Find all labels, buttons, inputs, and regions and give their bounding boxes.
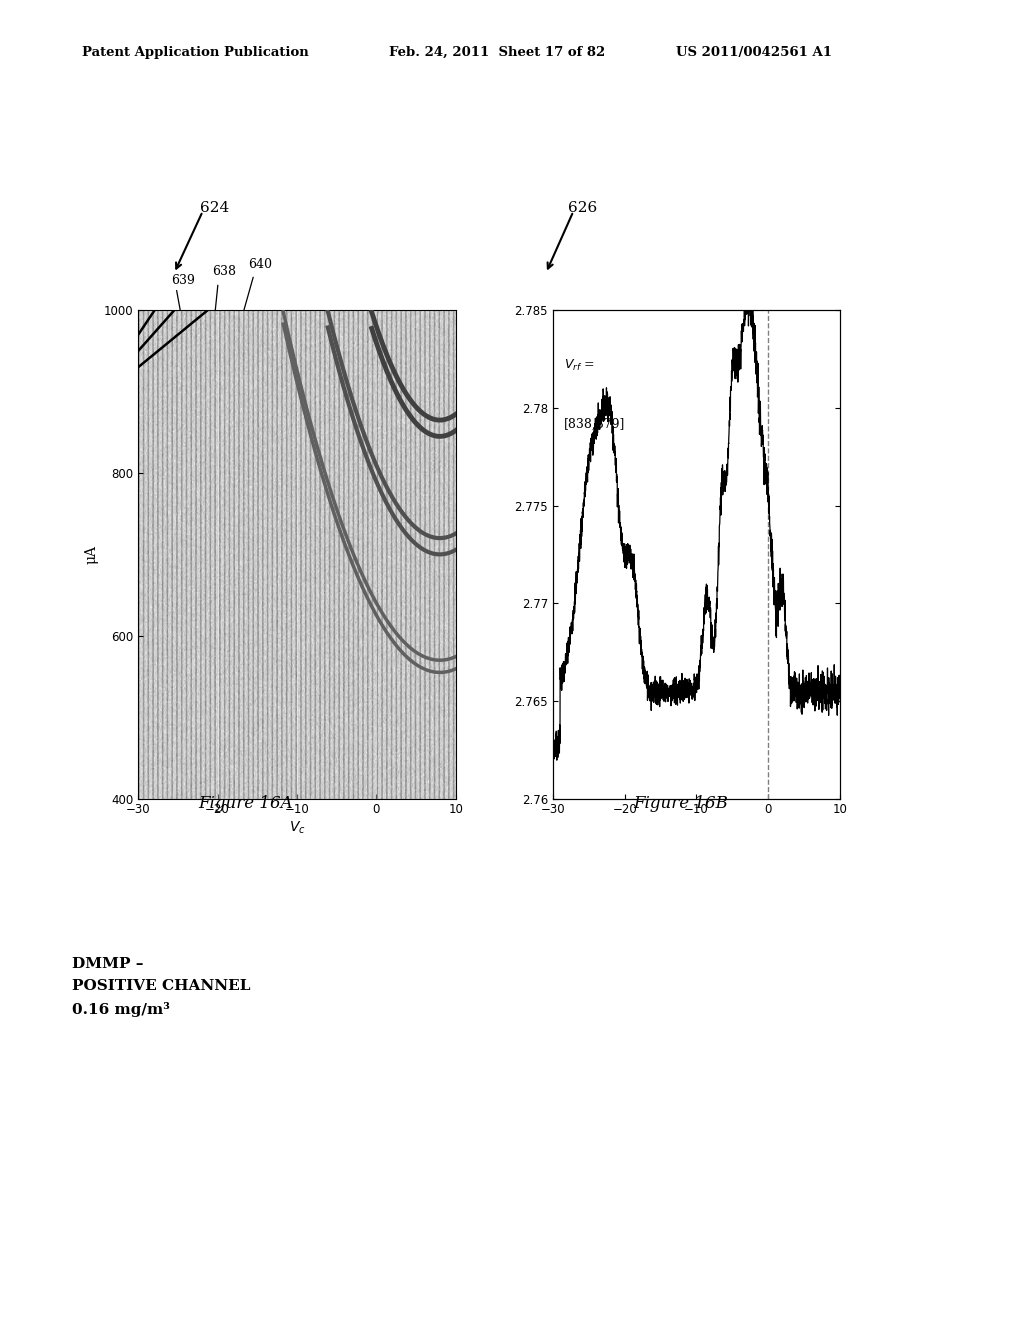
Text: 638: 638 — [212, 264, 236, 277]
Text: 0.16 mg/m³: 0.16 mg/m³ — [72, 1002, 170, 1016]
Text: 626: 626 — [568, 201, 598, 215]
Text: Patent Application Publication: Patent Application Publication — [82, 46, 308, 59]
Text: $V_{rf}$ =: $V_{rf}$ = — [563, 358, 595, 374]
Y-axis label: μA: μA — [84, 545, 98, 564]
Text: 639: 639 — [171, 273, 195, 286]
Text: 640: 640 — [248, 257, 271, 271]
X-axis label: $V_c$: $V_c$ — [289, 820, 305, 836]
Text: Figure 16B: Figure 16B — [634, 795, 728, 812]
Text: US 2011/0042561 A1: US 2011/0042561 A1 — [676, 46, 831, 59]
Text: Feb. 24, 2011  Sheet 17 of 82: Feb. 24, 2011 Sheet 17 of 82 — [389, 46, 605, 59]
Text: [838,879]: [838,879] — [563, 417, 625, 430]
Text: DMMP –: DMMP – — [72, 957, 143, 972]
Text: POSITIVE CHANNEL: POSITIVE CHANNEL — [72, 979, 250, 994]
Text: Figure 16A: Figure 16A — [199, 795, 293, 812]
Text: 624: 624 — [200, 201, 229, 215]
